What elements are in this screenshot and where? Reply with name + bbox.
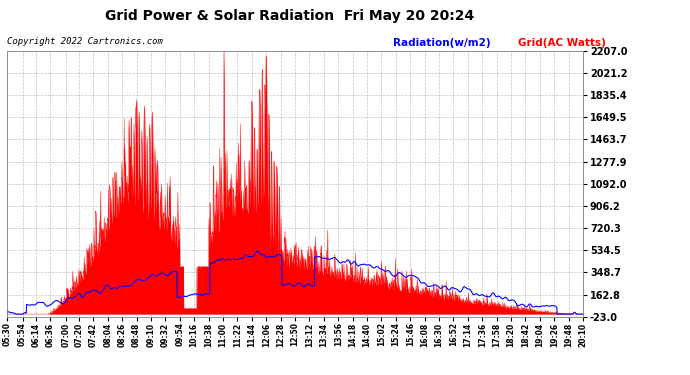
Text: Radiation(w/m2): Radiation(w/m2): [393, 38, 491, 48]
Text: Grid Power & Solar Radiation  Fri May 20 20:24: Grid Power & Solar Radiation Fri May 20 …: [105, 9, 475, 23]
Text: Grid(AC Watts): Grid(AC Watts): [518, 38, 605, 48]
Text: Copyright 2022 Cartronics.com: Copyright 2022 Cartronics.com: [7, 38, 163, 46]
